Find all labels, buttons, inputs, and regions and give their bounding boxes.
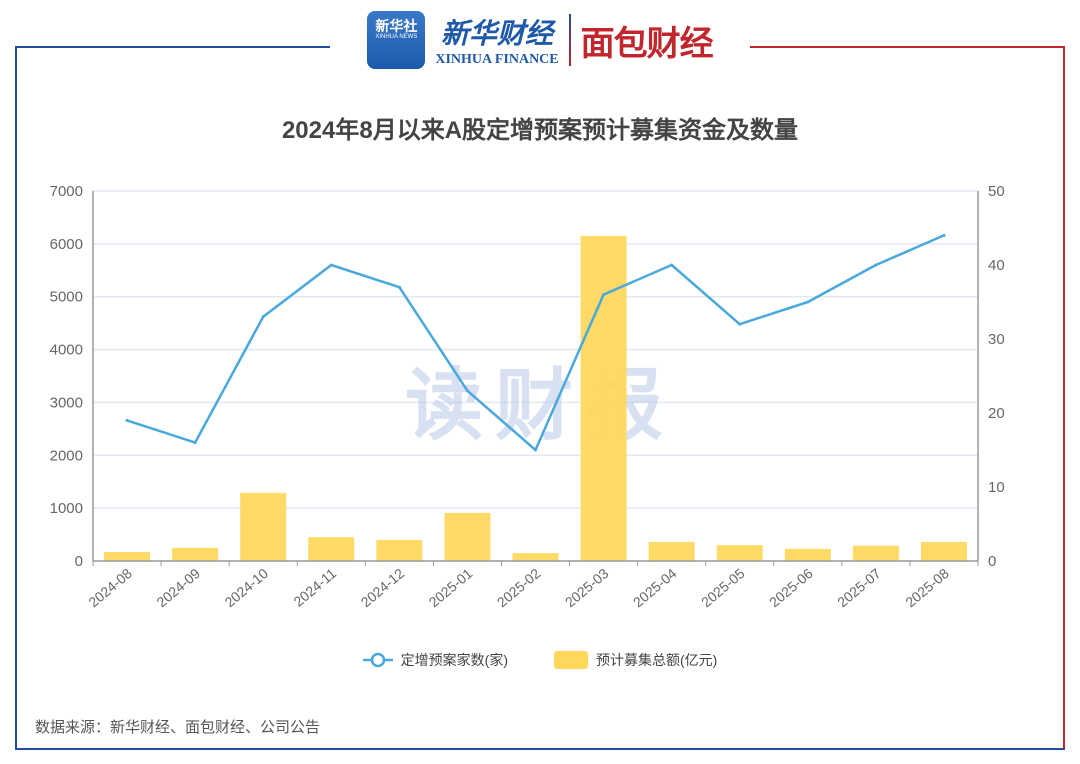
legend: 定增预案家数(家) 预计募集总额(亿元) [0, 650, 1080, 670]
legend-label-bar: 预计募集总额(亿元) [596, 652, 718, 668]
x-tick-label: 2025-02 [494, 565, 544, 610]
x-tick-label: 2025-03 [562, 565, 612, 610]
bar [172, 547, 219, 561]
x-tick-label: 2025-06 [766, 565, 816, 610]
bar [376, 539, 423, 561]
watermark: 读财报 [405, 361, 675, 449]
legend-label-line: 定增预案家数(家) [400, 652, 508, 668]
y-left-tick-label: 4000 [50, 342, 83, 359]
y-left-tick-label: 5000 [50, 289, 83, 306]
y-left-tick-label: 0 [75, 553, 83, 570]
y-right-tick-label: 0 [988, 553, 996, 570]
bar [104, 552, 151, 561]
x-tick-label: 2025-07 [834, 565, 884, 610]
line-point [534, 448, 537, 452]
bar [920, 541, 967, 561]
xinhua-finance-logo: 新华财经 XINHUA FINANCE [435, 12, 558, 68]
chart-title: 2024年8月以来A股定增预案预计募集资金及数量 [281, 117, 799, 144]
x-tick-label: 2024-12 [358, 565, 408, 610]
y-right-tick-label: 20 [988, 405, 1005, 422]
xinhua-icon-en: XINHUA NEWS [375, 34, 418, 41]
legend-item-line[interactable]: 定增预案家数(家) [362, 650, 508, 670]
frame-right [540, 46, 1065, 750]
bar [240, 492, 287, 561]
y-right-tick-label: 50 [988, 183, 1005, 200]
xinhua-news-logo: 新华社 XINHUA NEWS [367, 11, 426, 69]
bar [512, 553, 559, 561]
mianbao-logo: 面包财经 [580, 24, 714, 63]
x-tick-label: 2025-05 [698, 565, 748, 610]
line-point [465, 389, 469, 393]
bar [444, 512, 491, 561]
line-point [670, 263, 674, 267]
y-left-tick-label: 3000 [50, 394, 83, 411]
legend-item-bar[interactable]: 预计募集总额(亿元) [554, 650, 717, 670]
y-left-tick-label: 1000 [50, 500, 83, 517]
x-tick-label: 2025-08 [902, 565, 952, 610]
bar [784, 548, 831, 561]
x-tick-label: 2024-11 [290, 565, 339, 610]
legend-line-icon [362, 652, 393, 668]
source-note: 数据来源：新华财经、面包财经、公司公告 [35, 719, 321, 736]
x-tick-label: 2024-10 [221, 565, 271, 610]
y-left-tick-label: 7000 [50, 183, 83, 200]
line-point [329, 263, 333, 267]
xinhua-finance-en: XINHUA FINANCE [435, 52, 559, 67]
line-point [397, 285, 401, 289]
y-right-tick-label: 30 [988, 331, 1005, 348]
legend-bar-icon [554, 651, 588, 669]
bar [580, 235, 627, 561]
bar [716, 545, 763, 561]
y-left-tick-label: 2000 [50, 447, 83, 464]
line-point [193, 441, 197, 445]
line-point [874, 263, 878, 267]
line-point [125, 418, 129, 422]
xinhua-finance-cn: 新华财经 [440, 17, 553, 50]
xinhua-icon-cn: 新华社 [375, 18, 418, 34]
header-logos: 新华社 XINHUA NEWS 新华财经 XINHUA FINANCE 面包财经 [330, 0, 750, 80]
x-tick-label: 2025-04 [630, 565, 680, 610]
y-right-tick-label: 40 [988, 257, 1005, 274]
x-tick-label: 2024-08 [85, 565, 135, 610]
bar [308, 537, 355, 561]
bar [648, 541, 695, 561]
y-right-tick-label: 10 [988, 479, 1005, 496]
logo-divider [568, 14, 571, 66]
line-point [602, 293, 606, 297]
line-point [738, 322, 742, 326]
x-tick-label: 2024-09 [153, 565, 203, 610]
line-point [261, 315, 265, 319]
line-point [942, 233, 946, 237]
x-tick-label: 2025-01 [426, 565, 476, 610]
frame-left [15, 46, 542, 750]
bar [852, 545, 899, 561]
line-point [806, 300, 810, 304]
y-left-tick-label: 6000 [50, 236, 83, 253]
